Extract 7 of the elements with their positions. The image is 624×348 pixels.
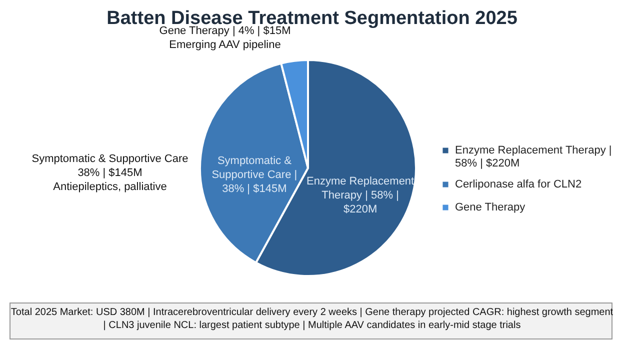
legend-label: Gene Therapy <box>455 202 526 214</box>
legend-label: Cerliponase alfa for CLN2 <box>455 178 582 190</box>
data-label: Symptomatic & Supportive Care | 38% | $145M <box>212 155 298 196</box>
data-label: Enzyme Replacement Therapy | 58% | $220M <box>306 175 414 216</box>
text: Symptomatic & Supportive Care 38% | $145M Antiepileptics, palliative <box>32 153 188 193</box>
text: Total 2025 Market: USD 380M | Intracerebroventricular delivery every 2 weeks | Gene therapy projected CAGR: highest growth segment | CLN3 juvenile NCL: largest patient subtype | Multiple AAV candidates in early-mid stage trials <box>10 307 614 331</box>
legend-label: Enzyme Replacement Therapy | 58% | $220M <box>455 144 612 170</box>
